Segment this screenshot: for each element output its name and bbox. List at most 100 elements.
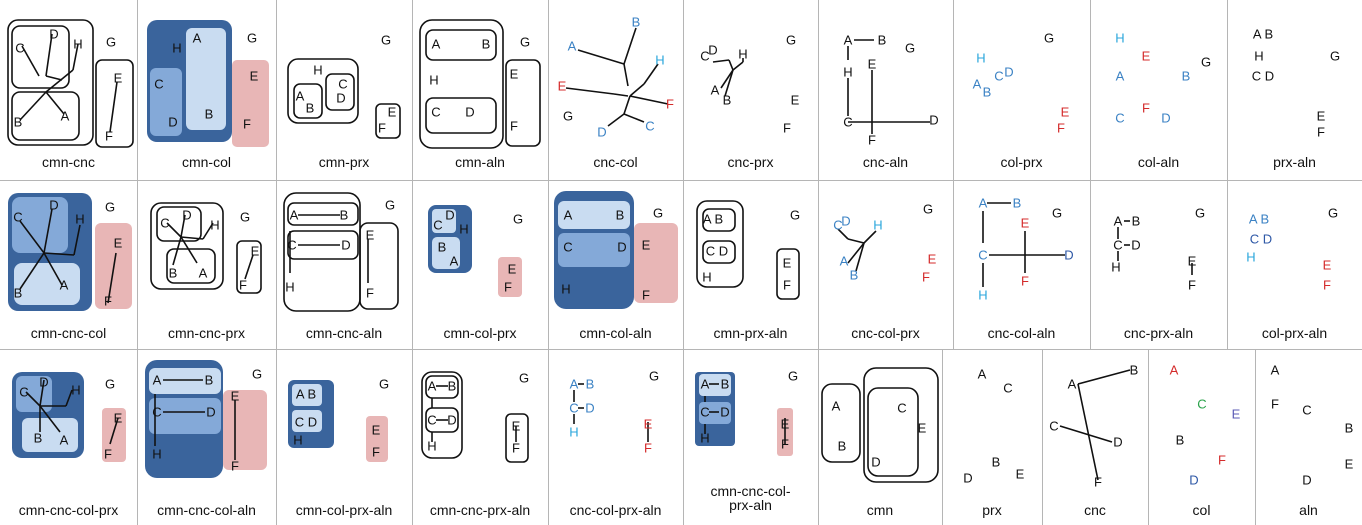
- node-label: E: [114, 236, 123, 251]
- node-label: E: [644, 417, 653, 432]
- group-box: [11, 25, 70, 89]
- node-label: F: [1142, 101, 1150, 116]
- node-label: C: [978, 248, 987, 263]
- node-label: E: [250, 69, 259, 84]
- node-label: C: [338, 77, 347, 92]
- group-box: [702, 208, 736, 232]
- node-label: E: [366, 228, 375, 243]
- cell-label: cnc-col-prx: [851, 325, 919, 341]
- node-label: B: [992, 455, 1001, 470]
- node-label: C: [897, 401, 906, 416]
- group-box: [421, 371, 463, 459]
- node-label: H: [172, 41, 181, 56]
- node-label: D: [336, 91, 345, 106]
- link-line: [724, 69, 734, 97]
- link-line: [172, 236, 182, 266]
- node-label: B: [1130, 363, 1139, 378]
- node-label: A: [832, 399, 841, 414]
- node-label: C: [19, 385, 28, 400]
- node-label: E: [781, 417, 790, 432]
- group-box: [292, 384, 322, 406]
- node-label: B: [438, 240, 447, 255]
- node-label: G: [790, 208, 800, 223]
- node-label: F: [781, 437, 789, 452]
- node-label: G: [105, 200, 115, 215]
- node-label: H: [152, 447, 161, 462]
- node-label: A: [711, 83, 720, 98]
- node-label: G: [1328, 206, 1338, 221]
- link-line: [728, 59, 734, 71]
- node-label: B: [306, 101, 315, 116]
- link-line: [43, 208, 53, 254]
- node-label: E: [928, 252, 937, 267]
- node-label: G: [520, 35, 530, 50]
- node-label: E: [1016, 467, 1025, 482]
- node-label: H: [459, 222, 468, 237]
- node-label: D: [1302, 473, 1311, 488]
- node-label: D: [1113, 435, 1122, 450]
- node-label: E: [642, 238, 651, 253]
- group-box: [425, 29, 497, 61]
- link-line: [21, 45, 40, 77]
- node-label: E: [1142, 49, 1151, 64]
- group-box: [505, 59, 541, 147]
- cell-label: prx: [982, 502, 1001, 518]
- group-box: [232, 60, 269, 147]
- group-box: [236, 240, 262, 294]
- group-box: [558, 201, 630, 229]
- node-label: G: [788, 369, 798, 384]
- cell-label: cnc-aln: [863, 154, 908, 170]
- cell-label: cmn-col-prx-aln: [296, 502, 392, 518]
- node-label: A: [432, 37, 441, 52]
- node-label: H: [700, 431, 709, 446]
- node-label: B: [448, 379, 457, 394]
- link-line: [45, 69, 74, 93]
- node-label: G: [519, 371, 529, 386]
- node-label: C: [1003, 381, 1012, 396]
- node-label: A: [60, 433, 69, 448]
- node-label: G: [247, 31, 257, 46]
- cell-label: cmn-cnc-col: [31, 325, 106, 341]
- cell-label: cmn-aln: [455, 154, 505, 170]
- node-label: C D: [706, 244, 728, 259]
- group-box: [359, 222, 399, 310]
- cell-label: cmn-col-aln: [579, 325, 651, 341]
- node-label: H: [285, 280, 294, 295]
- node-label: B: [169, 266, 178, 281]
- node-label: A: [193, 31, 202, 46]
- link-line: [19, 91, 47, 121]
- link-line: [565, 87, 615, 95]
- node-label: B: [205, 373, 214, 388]
- cell-label: col: [1193, 502, 1211, 518]
- node-label: F: [366, 286, 374, 301]
- node-label: G: [240, 210, 250, 225]
- node-label: F: [922, 270, 930, 285]
- node-label: E: [783, 256, 792, 271]
- group-box: [223, 390, 267, 470]
- node-label: C: [1049, 419, 1058, 434]
- node-label: A: [153, 373, 162, 388]
- node-label: G: [252, 367, 262, 382]
- node-label: E: [114, 71, 123, 86]
- node-label: E: [1323, 258, 1332, 273]
- node-label: F: [1317, 125, 1325, 140]
- link-line: [720, 69, 734, 89]
- link-line: [19, 252, 45, 290]
- group-box: [287, 58, 359, 124]
- group-box: [149, 368, 221, 394]
- link-line: [180, 214, 186, 238]
- group-box: [702, 240, 736, 264]
- node-label: D: [465, 105, 474, 120]
- node-label: E: [918, 421, 927, 436]
- group-box: [505, 413, 529, 463]
- link-line: [712, 59, 730, 63]
- node-label: F: [378, 121, 386, 136]
